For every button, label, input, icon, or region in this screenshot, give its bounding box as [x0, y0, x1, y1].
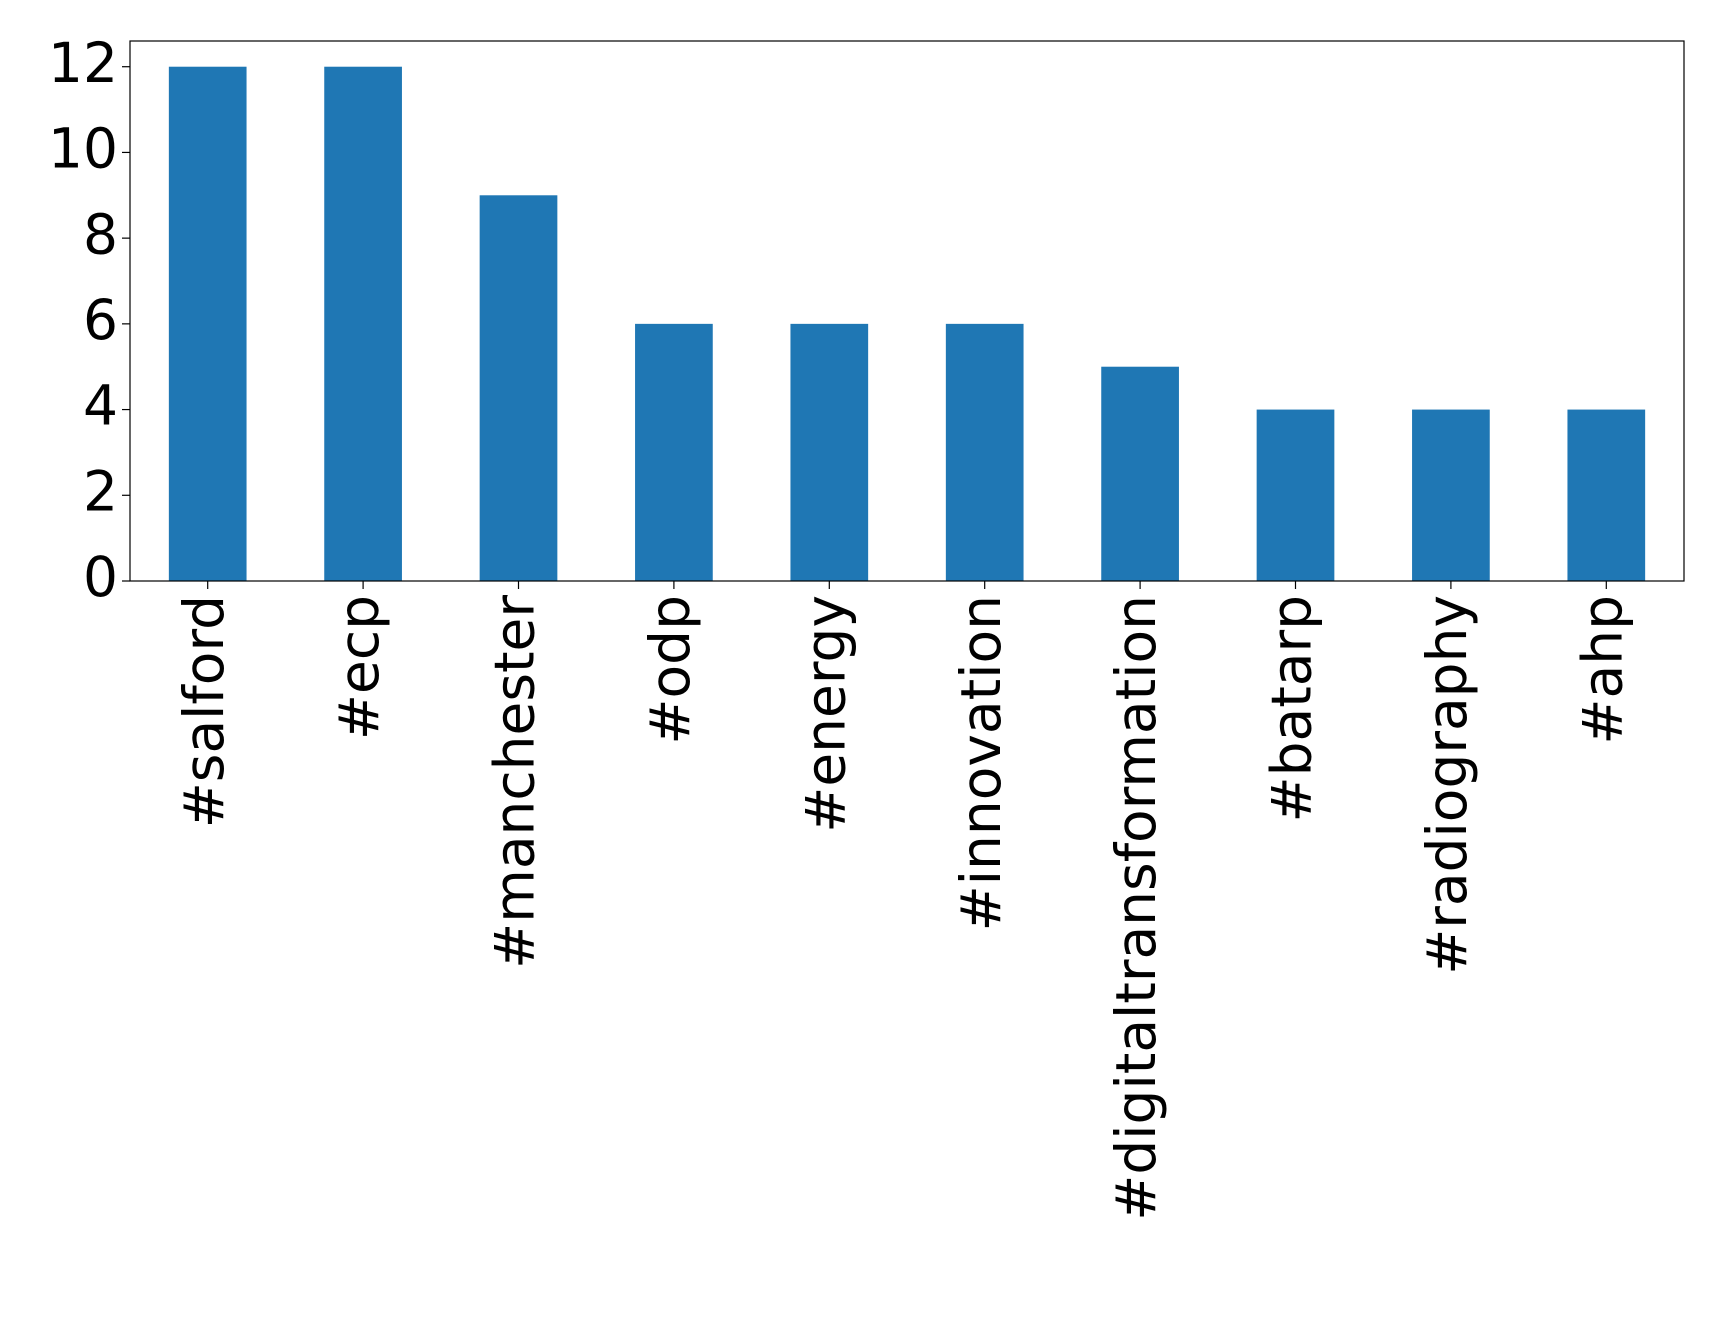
- y-tick-label: 12: [48, 31, 118, 95]
- x-tick-label: #radiography: [1415, 595, 1479, 975]
- bar: [635, 323, 713, 581]
- x-tick-label: #manchester: [483, 595, 547, 969]
- plot-frame: [129, 40, 1685, 582]
- x-tick-label: #ecp: [327, 595, 391, 740]
- x-tick-label: #odp: [638, 595, 702, 745]
- x-tick-label: #innovation: [949, 595, 1013, 931]
- bar: [324, 66, 402, 581]
- y-tick-label: 2: [83, 459, 118, 523]
- bar: [168, 66, 247, 581]
- bar: [1101, 366, 1179, 581]
- x-tick-label: #salford: [172, 595, 236, 828]
- x-tick-label: #energy: [793, 595, 857, 833]
- x-tick-label: #batarp: [1260, 595, 1324, 823]
- y-tick-label: 10: [48, 117, 118, 181]
- bar: [790, 323, 869, 581]
- bar: [945, 323, 1024, 581]
- y-tick-label: 8: [83, 202, 118, 266]
- y-tick-label: 0: [83, 545, 118, 609]
- bar: [479, 195, 558, 582]
- bar: [1567, 409, 1646, 581]
- y-tick-label: 6: [83, 288, 118, 352]
- x-tick-label: #digitaltransformation: [1104, 595, 1168, 1221]
- y-tick-label: 4: [83, 374, 118, 438]
- x-tick-label: #ahp: [1570, 595, 1634, 745]
- bar: [1412, 409, 1490, 581]
- bar: [1256, 409, 1335, 581]
